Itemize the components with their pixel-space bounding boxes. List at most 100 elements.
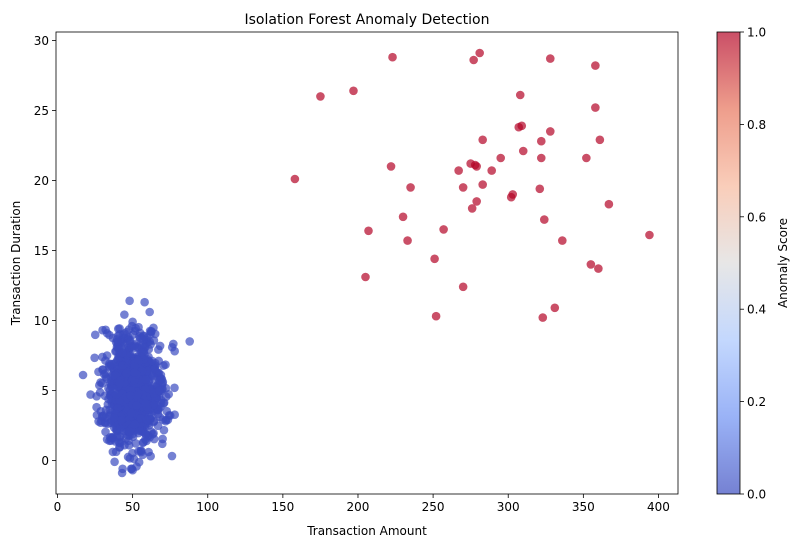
normal-point (161, 392, 171, 401)
normal-point (116, 431, 125, 441)
anomaly-point (458, 282, 468, 292)
anomaly-point (594, 264, 603, 273)
normal-point (125, 296, 134, 306)
normal-point (158, 439, 167, 449)
normal-point (141, 375, 151, 384)
anomaly-point (538, 313, 548, 322)
x-tick-label: 300 (497, 500, 520, 514)
anomaly-point (349, 86, 358, 96)
normal-point (145, 307, 154, 317)
normal-point (86, 390, 95, 399)
normal-point (113, 331, 123, 340)
normal-point (92, 402, 101, 412)
normal-point (161, 360, 170, 370)
normal-point (90, 353, 99, 363)
anomaly-point (454, 166, 463, 175)
normal-point (170, 383, 179, 393)
normal-point (126, 391, 135, 400)
colorbar-ticks: 0.0 0.2 0.4 0.6 0.8 1.0 (740, 26, 766, 502)
normal-point (147, 411, 157, 420)
x-tick-label: 100 (196, 500, 219, 514)
anomaly-point (645, 230, 654, 240)
normal-point (141, 435, 150, 444)
normal-point (117, 468, 127, 478)
normal-point (130, 368, 139, 377)
normal-point (149, 434, 159, 444)
x-tick-label: 150 (271, 500, 294, 514)
normal-point (108, 447, 118, 457)
normal-point (122, 369, 131, 378)
normal-point (118, 348, 127, 358)
anomaly-point (496, 153, 506, 163)
normal-point (132, 391, 142, 400)
normal-point (101, 427, 110, 437)
anomaly-point (545, 127, 555, 136)
normal-point (115, 379, 125, 388)
anomaly-point (506, 192, 516, 202)
anomaly-point (475, 48, 484, 58)
normal-point (147, 326, 156, 336)
anomaly-point (586, 260, 596, 269)
scatter-points (78, 48, 654, 478)
colorbar-gradient (717, 32, 740, 494)
normal-point (154, 345, 163, 354)
normal-point (159, 425, 169, 435)
colorbar-label: Anomaly Score (776, 218, 790, 308)
colorbar-tick-label: 0.0 (747, 488, 766, 502)
anomaly-point (472, 162, 481, 171)
normal-point (98, 352, 107, 362)
anomaly-point (518, 146, 528, 156)
normal-point (137, 347, 146, 357)
anomaly-point (406, 183, 415, 192)
anomaly-point (388, 52, 397, 62)
anomaly-point (515, 90, 525, 100)
colorbar-tick-label: 0.4 (747, 303, 766, 317)
normal-point (129, 454, 139, 464)
anomaly-point (361, 272, 370, 282)
anomaly-point (595, 135, 605, 145)
anomaly-point (539, 215, 549, 224)
normal-point (120, 310, 129, 319)
anomaly-point (398, 212, 408, 222)
anomaly-point (472, 197, 481, 206)
anomaly-point (469, 55, 478, 65)
anomaly-point (558, 236, 567, 245)
y-tick-label: 15 (34, 244, 49, 258)
normal-point (136, 447, 146, 457)
anomaly-point (478, 135, 487, 145)
plot-frame (55, 31, 679, 495)
normal-point (127, 321, 137, 331)
colorbar-tick-label: 0.6 (747, 210, 766, 224)
normal-point (90, 330, 100, 340)
normal-point (120, 440, 129, 450)
normal-point (170, 346, 179, 356)
anomaly-point (478, 180, 487, 189)
normal-point (146, 451, 155, 461)
colorbar-frame (716, 31, 741, 495)
anomaly-point (458, 183, 468, 192)
y-tick-label: 30 (34, 34, 49, 48)
normal-point (132, 401, 141, 410)
x-axis-label: Transaction Amount (306, 524, 427, 538)
y-axis: 0 5 10 15 20 25 30 (34, 34, 56, 468)
normal-point (161, 416, 170, 426)
colorbar-tick-label: 0.2 (747, 395, 766, 409)
normal-point (158, 377, 168, 387)
normal-point (95, 381, 104, 390)
anomaly-point (364, 226, 373, 236)
anomaly-point (403, 236, 412, 245)
normal-point (128, 465, 137, 475)
x-tick-label: 250 (422, 500, 445, 514)
anomaly-point (467, 204, 477, 213)
normal-point (100, 418, 110, 428)
anomaly-point (439, 225, 448, 234)
anomaly-point (545, 54, 555, 63)
anomaly-point (604, 199, 614, 209)
anomaly-point (316, 92, 325, 101)
y-tick-label: 0 (41, 454, 49, 468)
normal-point (104, 394, 113, 404)
y-tick-label: 10 (34, 314, 49, 328)
y-axis-label: Transaction Duration (9, 201, 23, 327)
anomaly-point (536, 153, 546, 163)
normal-point (150, 364, 160, 374)
